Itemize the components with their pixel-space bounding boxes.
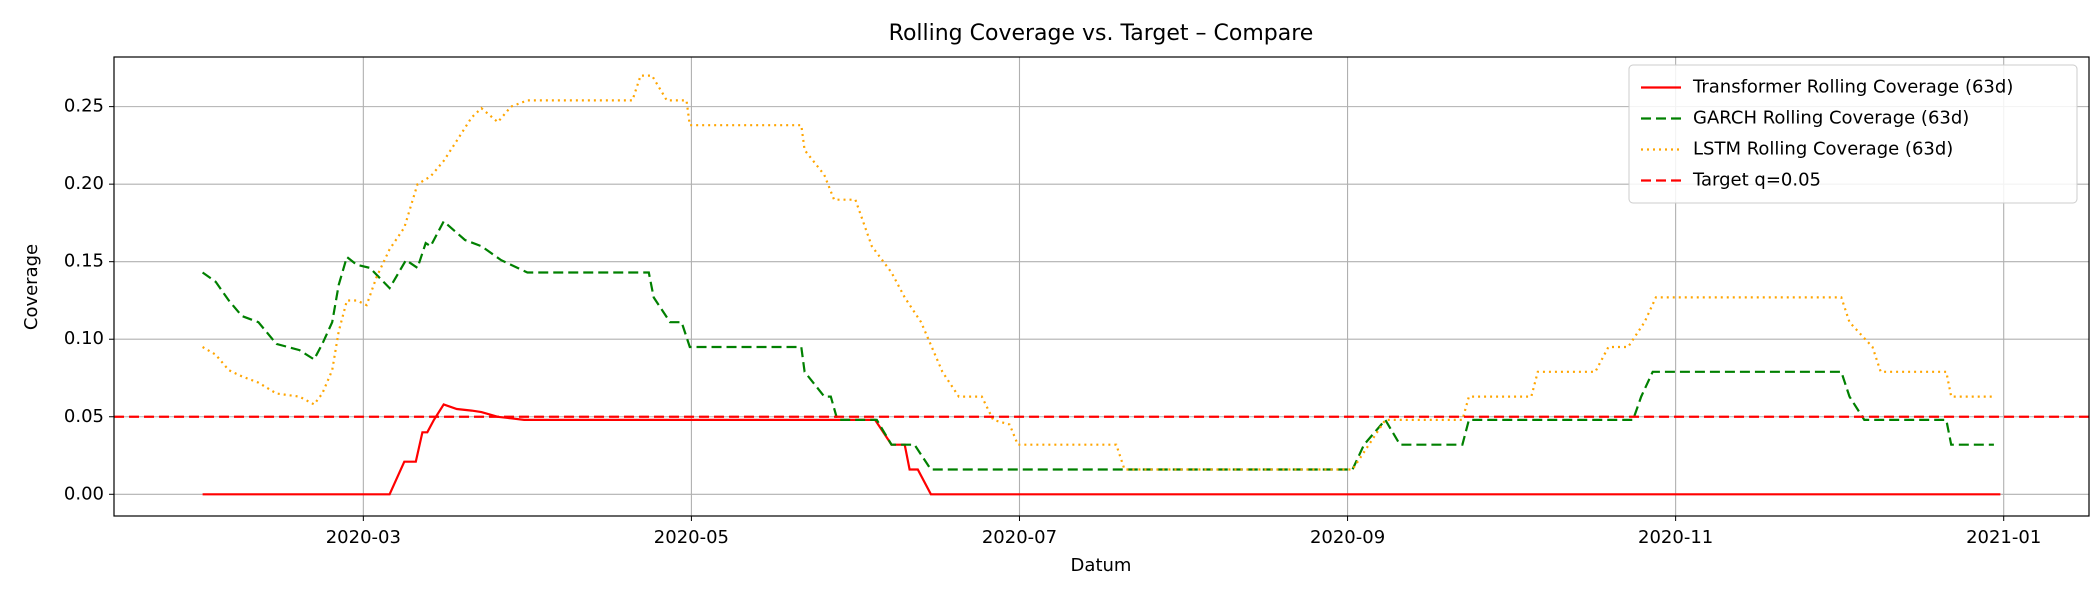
series-line: [202, 403, 2001, 496]
legend-label: Transformer Rolling Coverage (63d): [1692, 77, 2013, 98]
y-tick-label: 0.00: [64, 483, 104, 504]
x-tick-label: 2020-11: [1638, 527, 1713, 548]
legend-box: [1628, 64, 2078, 204]
y-tick-label: 0.25: [64, 96, 104, 117]
plot-frame: [113, 56, 2090, 517]
x-tick-label: 2020-09: [1310, 527, 1385, 548]
x-tick-label: 2021-01: [1966, 527, 2041, 548]
y-tick-label: 0.15: [64, 251, 104, 272]
x-tick-label: 2020-03: [326, 527, 401, 548]
y-tick-label: 0.05: [64, 406, 104, 427]
legend-label: LSTM Rolling Coverage (63d): [1693, 139, 1953, 160]
legend: Transformer Rolling Coverage (63d) GARCH …: [1628, 64, 2078, 204]
x-tick-label: 2020-07: [982, 527, 1057, 548]
y-tick-label: 0.10: [64, 328, 104, 349]
x-tick-label: 2020-05: [654, 527, 729, 548]
legend-label: Target q=0.05: [1692, 170, 1821, 191]
y-axis-label: Coverage: [21, 244, 42, 330]
series-line: [201, 219, 1994, 471]
legend-label: GARCH Rolling Coverage (63d): [1693, 108, 1969, 129]
y-tick-label: 0.20: [64, 173, 104, 194]
x-axis-label: Datum: [1071, 555, 1132, 576]
chart-title: Rolling Coverage vs. Target – Compare: [889, 21, 1314, 46]
